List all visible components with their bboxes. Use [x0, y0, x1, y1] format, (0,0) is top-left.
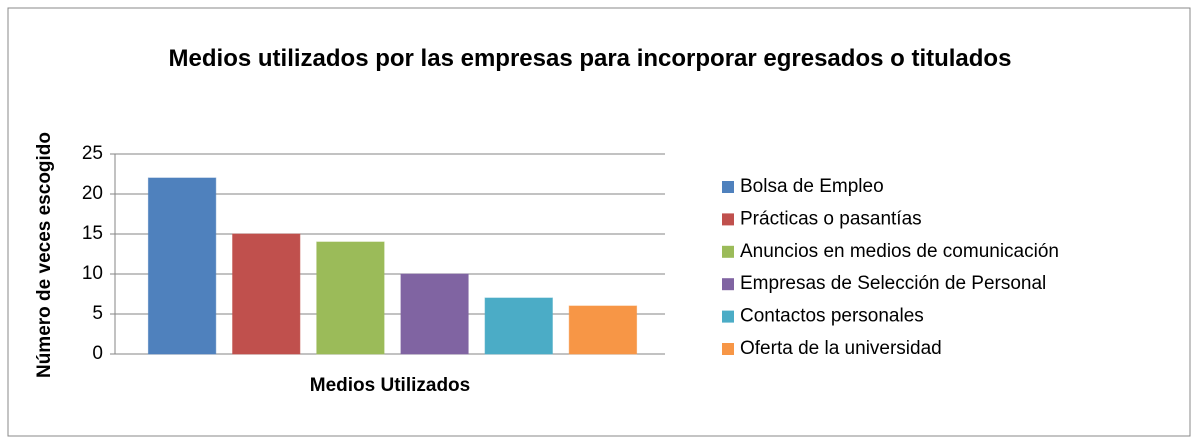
y-tick-label: 25	[82, 143, 103, 164]
x-axis-label: Medios Utilizados	[310, 375, 470, 396]
legend-label: Bolsa de Empleo	[740, 176, 884, 197]
bar	[484, 297, 553, 355]
legend-label: Oferta de la universidad	[740, 338, 942, 359]
legend-label: Empresas de Selección de Personal	[740, 273, 1046, 294]
legend-swatch	[722, 310, 734, 323]
bar	[232, 233, 301, 355]
y-tick-label: 10	[82, 263, 103, 284]
chart-title: Medios utilizados por las empresas para …	[168, 45, 1012, 72]
legend-label: Anuncios en medios de comunicación	[740, 241, 1059, 262]
y-tick-label: 20	[82, 183, 103, 204]
legend-swatch	[722, 213, 734, 226]
legend-swatch	[722, 343, 734, 355]
bar	[316, 241, 385, 355]
bar	[400, 273, 469, 355]
y-axis-label: Número de veces escogido	[34, 132, 55, 378]
y-tick-label: 5	[92, 303, 103, 324]
legend-label: Prácticas o pasantías	[740, 208, 922, 229]
legend-swatch	[722, 245, 734, 258]
y-tick-label: 0	[92, 343, 103, 364]
legend-swatch	[722, 181, 734, 193]
legend-swatch	[722, 278, 734, 291]
bar	[568, 305, 638, 355]
legend-label: Contactos personales	[740, 306, 924, 327]
y-tick-label: 15	[82, 223, 103, 244]
bar	[147, 177, 217, 355]
